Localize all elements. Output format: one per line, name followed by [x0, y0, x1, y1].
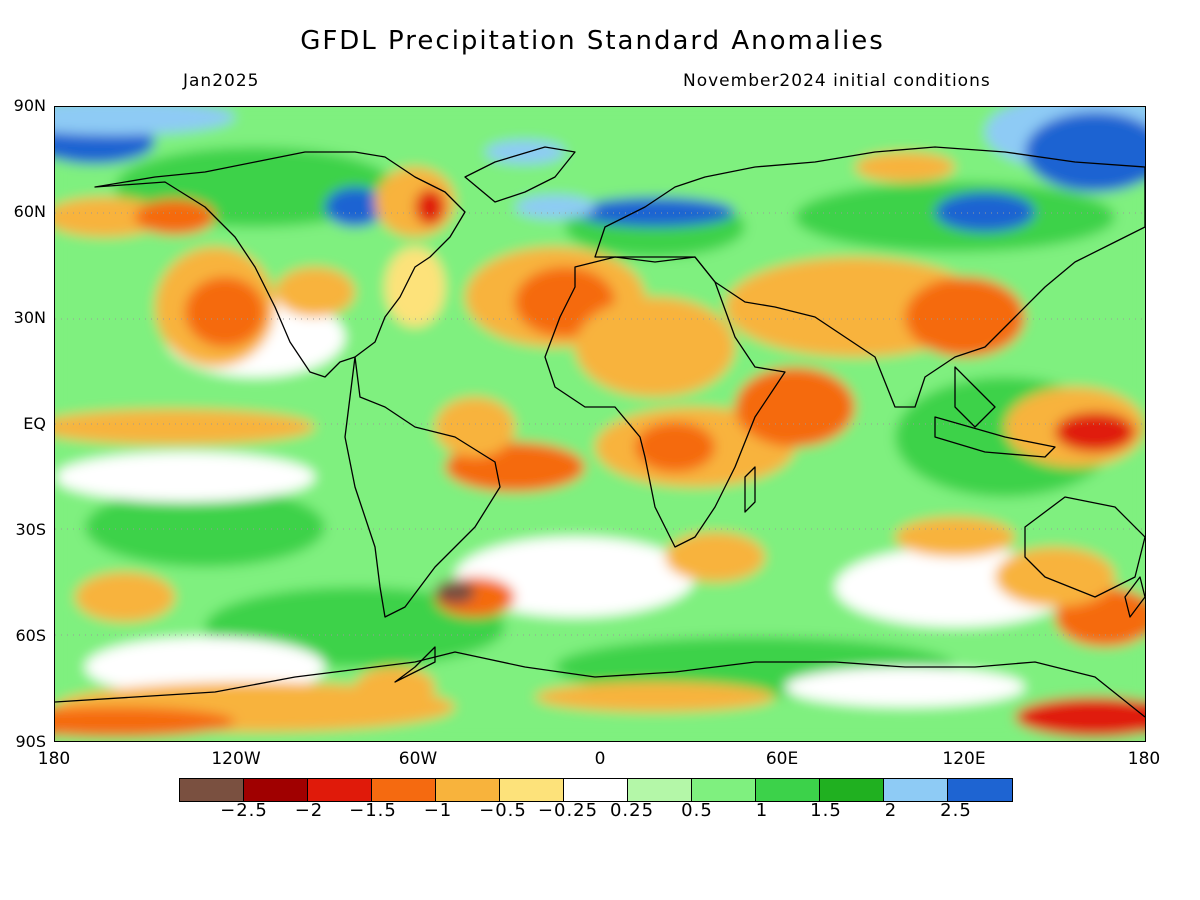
- colorbar-swatch: [180, 779, 244, 801]
- valid-month-label: Jan2025: [183, 71, 260, 91]
- lon-label-120w: 120W: [211, 749, 261, 769]
- anomaly-field: [55, 107, 1145, 741]
- colorbar-label: 2: [884, 800, 898, 821]
- lon-label-180e: 180: [1127, 749, 1161, 769]
- colorbar-swatch: [500, 779, 564, 801]
- colorbar-label: −2.5: [220, 800, 268, 821]
- colorbar-label: −1: [423, 800, 453, 821]
- lon-label-60e: 60E: [765, 749, 799, 769]
- colorbar-label: −0.25: [537, 800, 599, 821]
- lon-label-120e: 120E: [942, 749, 986, 769]
- colorbar-swatch: [756, 779, 820, 801]
- colorbar-swatch: [244, 779, 308, 801]
- lat-label-90s: 90S: [15, 732, 46, 751]
- lon-label-0: 0: [594, 749, 606, 769]
- coastlines: [55, 146, 1145, 718]
- lat-label-30n: 30N: [13, 308, 46, 327]
- initial-conditions-label: November2024 initial conditions: [683, 71, 991, 91]
- colorbar-label: 1.5: [810, 800, 842, 821]
- anomaly-map: [54, 106, 1146, 742]
- colorbar-swatch: [692, 779, 756, 801]
- lat-label-60n: 60N: [13, 202, 46, 221]
- lat-label-60s: 60S: [15, 626, 46, 645]
- lat-label-eq: EQ: [23, 414, 46, 433]
- chart-title: GFDL Precipitation Standard Anomalies: [300, 26, 885, 56]
- lon-label-60w: 60W: [398, 749, 438, 769]
- colorbar-label: 0.5: [681, 800, 713, 821]
- colorbar-swatch: [308, 779, 372, 801]
- lon-label-180w: 180: [37, 749, 71, 769]
- colorbar-label: 0.25: [609, 800, 655, 821]
- colorbar-swatch: [820, 779, 884, 801]
- colorbar-swatch: [436, 779, 500, 801]
- colorbar-label: 1: [755, 800, 769, 821]
- anomaly-blobs: [55, 107, 1145, 741]
- colorbar-swatch: [564, 779, 628, 801]
- colorbar-swatch: [884, 779, 948, 801]
- lat-label-90n: 90N: [13, 96, 46, 115]
- colorbar-label: −2: [294, 800, 324, 821]
- lat-label-30s: 30S: [15, 520, 46, 539]
- colorbar-swatch: [628, 779, 692, 801]
- colorbar-label: −0.5: [479, 800, 527, 821]
- colorbar-swatch: [948, 779, 1012, 801]
- colorbar-label: −1.5: [349, 800, 397, 821]
- colorbar-label: 2.5: [940, 800, 972, 821]
- colorbar-swatch: [372, 779, 436, 801]
- colorbar: [179, 778, 1013, 802]
